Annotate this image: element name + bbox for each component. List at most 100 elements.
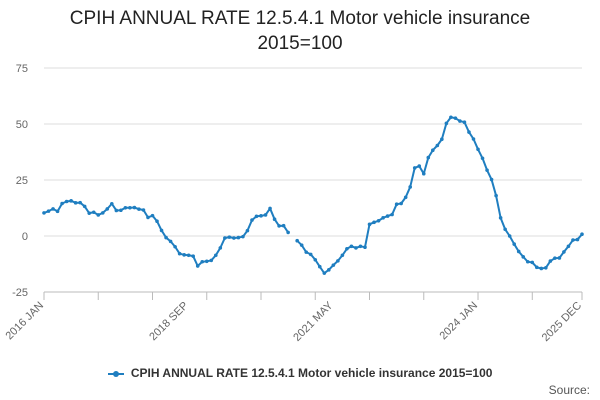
data-point	[525, 259, 530, 264]
data-point	[218, 246, 223, 250]
data-point	[286, 230, 290, 235]
data-point	[313, 257, 318, 262]
data-point	[317, 264, 322, 269]
y-tick-label: 75	[16, 63, 28, 75]
data-point	[363, 245, 367, 249]
data-point	[503, 227, 507, 232]
data-point	[376, 218, 381, 223]
chart-title-line-1: CPIH ANNUAL RATE 12.5.4.1 Motor vehicle …	[69, 8, 531, 29]
data-point	[64, 199, 69, 204]
data-point	[340, 253, 345, 258]
chart-title-line-2: 2015=100	[257, 33, 343, 54]
data-point	[480, 156, 485, 161]
data-point	[489, 177, 494, 182]
data-point	[553, 256, 557, 260]
data-point	[236, 235, 241, 240]
data-point	[548, 259, 553, 263]
data-point	[426, 155, 431, 160]
data-point	[263, 213, 268, 217]
data-point	[268, 206, 272, 211]
data-point	[516, 249, 521, 254]
data-point	[534, 265, 539, 270]
data-point	[336, 259, 340, 263]
data-point	[431, 148, 435, 153]
data-point	[78, 200, 82, 205]
data-point	[87, 211, 92, 215]
data-point	[580, 232, 584, 237]
data-point	[304, 250, 309, 254]
data-point	[250, 218, 254, 222]
data-point	[571, 238, 575, 242]
data-point	[150, 213, 155, 218]
data-point	[114, 208, 119, 213]
data-point	[245, 228, 250, 233]
data-point	[485, 168, 489, 172]
data-point	[354, 246, 358, 250]
series-line	[296, 116, 583, 275]
data-point	[498, 216, 503, 220]
data-point	[372, 220, 376, 225]
data-point	[146, 215, 150, 220]
data-point	[137, 207, 141, 211]
data-point	[295, 238, 299, 243]
data-point	[60, 201, 64, 206]
data-point	[449, 115, 453, 120]
x-tick-label: 2025 DEC	[540, 300, 584, 344]
data-point	[191, 254, 195, 258]
y-tick-label: -25	[12, 287, 28, 299]
data-point	[123, 205, 128, 210]
data-point	[385, 214, 390, 218]
data-point	[435, 143, 440, 148]
y-tick-label: 25	[16, 175, 28, 187]
data-point	[458, 119, 462, 123]
data-point	[159, 228, 164, 233]
data-point	[195, 264, 200, 268]
data-point	[476, 147, 480, 152]
data-point	[557, 256, 562, 260]
data-point	[73, 201, 78, 205]
series-line	[43, 199, 289, 268]
data-point	[177, 251, 182, 256]
data-point	[299, 243, 304, 247]
data-point	[186, 253, 191, 258]
data-point	[345, 246, 349, 251]
source-label[interactable]: Source:	[548, 383, 590, 397]
data-point	[358, 244, 363, 249]
y-tick-label: 0	[22, 231, 28, 243]
legend-series-marker	[107, 369, 124, 379]
data-point	[462, 120, 467, 125]
data-point	[200, 259, 205, 264]
data-point	[227, 235, 232, 239]
legend[interactable]: CPIH ANNUAL RATE 12.5.4.1 Motor vehicle …	[0, 366, 600, 380]
data-point	[331, 263, 336, 267]
data-point	[55, 209, 60, 214]
data-point	[173, 244, 177, 249]
data-point	[390, 212, 394, 217]
data-point	[42, 211, 46, 215]
data-point	[277, 224, 281, 228]
data-point	[575, 237, 580, 242]
data-point	[394, 202, 399, 206]
data-point	[51, 207, 55, 211]
x-tick-label: 2024 JAN	[437, 300, 480, 343]
x-tick-label: 2018 SEP	[147, 300, 191, 344]
data-point	[453, 116, 458, 120]
data-point	[512, 242, 516, 246]
data-point	[254, 214, 259, 219]
data-point	[539, 266, 544, 271]
data-point	[119, 208, 123, 213]
data-point	[349, 244, 354, 249]
legend-label: CPIH ANNUAL RATE 12.5.4.1 Motor vehicle …	[130, 366, 493, 380]
data-point	[467, 130, 471, 134]
data-point	[281, 223, 286, 228]
data-point	[241, 234, 245, 239]
data-point	[507, 234, 512, 238]
data-point	[530, 260, 535, 265]
data-point	[444, 121, 449, 126]
data-point	[164, 235, 168, 240]
data-point	[322, 271, 327, 275]
data-point	[399, 201, 403, 206]
data-point	[471, 137, 476, 141]
data-point	[96, 213, 101, 217]
